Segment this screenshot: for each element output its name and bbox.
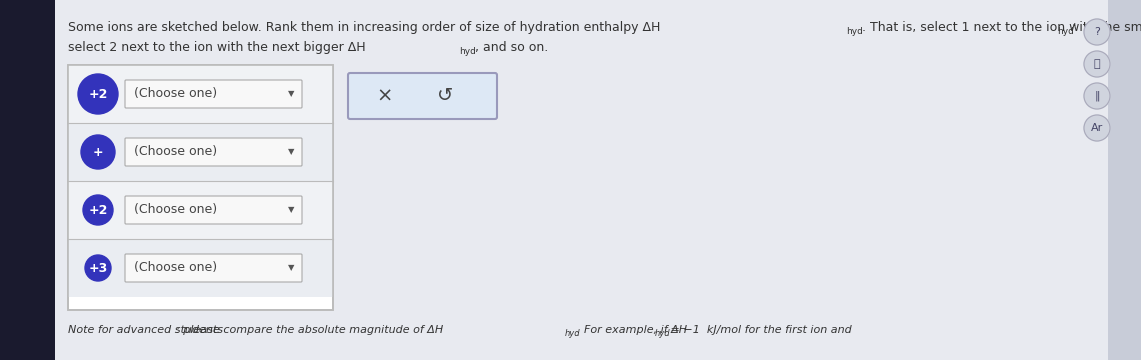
Text: . For example, if ΔH: . For example, if ΔH	[577, 325, 687, 335]
Text: Ar: Ar	[1091, 123, 1103, 133]
Text: (Choose one): (Choose one)	[133, 145, 217, 158]
Circle shape	[84, 255, 111, 281]
Text: hyd: hyd	[565, 329, 581, 338]
FancyBboxPatch shape	[126, 80, 302, 108]
FancyBboxPatch shape	[68, 123, 333, 181]
Text: , and so on.: , and so on.	[475, 40, 548, 54]
FancyBboxPatch shape	[0, 0, 55, 360]
Text: ▼: ▼	[288, 264, 294, 273]
FancyBboxPatch shape	[126, 138, 302, 166]
Text: ▼: ▼	[288, 206, 294, 215]
Text: Note for advanced students: Note for advanced students	[68, 325, 222, 335]
Text: : please compare the absolute magnitude of ΔH: : please compare the absolute magnitude …	[176, 325, 443, 335]
Text: Some ions are sketched below. Rank them in increasing order of size of hydration: Some ions are sketched below. Rank them …	[68, 22, 661, 35]
FancyBboxPatch shape	[68, 65, 333, 310]
Circle shape	[1084, 51, 1110, 77]
Circle shape	[78, 74, 118, 114]
FancyBboxPatch shape	[68, 65, 333, 123]
Text: +2: +2	[88, 203, 107, 216]
Circle shape	[81, 135, 115, 169]
Text: ?: ?	[1094, 27, 1100, 37]
Text: ‖: ‖	[1094, 91, 1100, 101]
Circle shape	[1084, 83, 1110, 109]
Text: (Choose one): (Choose one)	[133, 261, 217, 274]
Text: ▼: ▼	[288, 148, 294, 157]
Text: (Choose one): (Choose one)	[133, 203, 217, 216]
FancyBboxPatch shape	[55, 0, 1108, 360]
Text: (Choose one): (Choose one)	[133, 87, 217, 100]
Text: ': '	[1073, 22, 1076, 35]
Circle shape	[1084, 115, 1110, 141]
Text: hyd: hyd	[459, 46, 476, 55]
Text: +: +	[92, 145, 104, 158]
Text: . That is, select 1 next to the ion with the smallest ΔH: . That is, select 1 next to the ion with…	[861, 22, 1141, 35]
Text: +3: +3	[88, 261, 107, 274]
Text: hyd: hyd	[845, 27, 863, 36]
Text: ×: ×	[377, 86, 394, 105]
Text: ▼: ▼	[288, 90, 294, 99]
Circle shape	[1084, 19, 1110, 45]
FancyBboxPatch shape	[126, 254, 302, 282]
FancyBboxPatch shape	[126, 196, 302, 224]
FancyBboxPatch shape	[68, 181, 333, 239]
Text: hyd: hyd	[655, 329, 671, 338]
Text: ⌹: ⌹	[1094, 59, 1100, 69]
FancyBboxPatch shape	[1108, 0, 1141, 360]
Text: = −1  kJ/mol for the first ion and: = −1 kJ/mol for the first ion and	[667, 325, 851, 335]
Text: select 2 next to the ion with the next bigger ΔH: select 2 next to the ion with the next b…	[68, 40, 365, 54]
Text: ↺: ↺	[437, 86, 453, 105]
FancyBboxPatch shape	[348, 73, 497, 119]
Text: +2: +2	[88, 87, 107, 100]
Circle shape	[83, 195, 113, 225]
FancyBboxPatch shape	[68, 239, 333, 297]
Text: hyd: hyd	[1057, 27, 1074, 36]
